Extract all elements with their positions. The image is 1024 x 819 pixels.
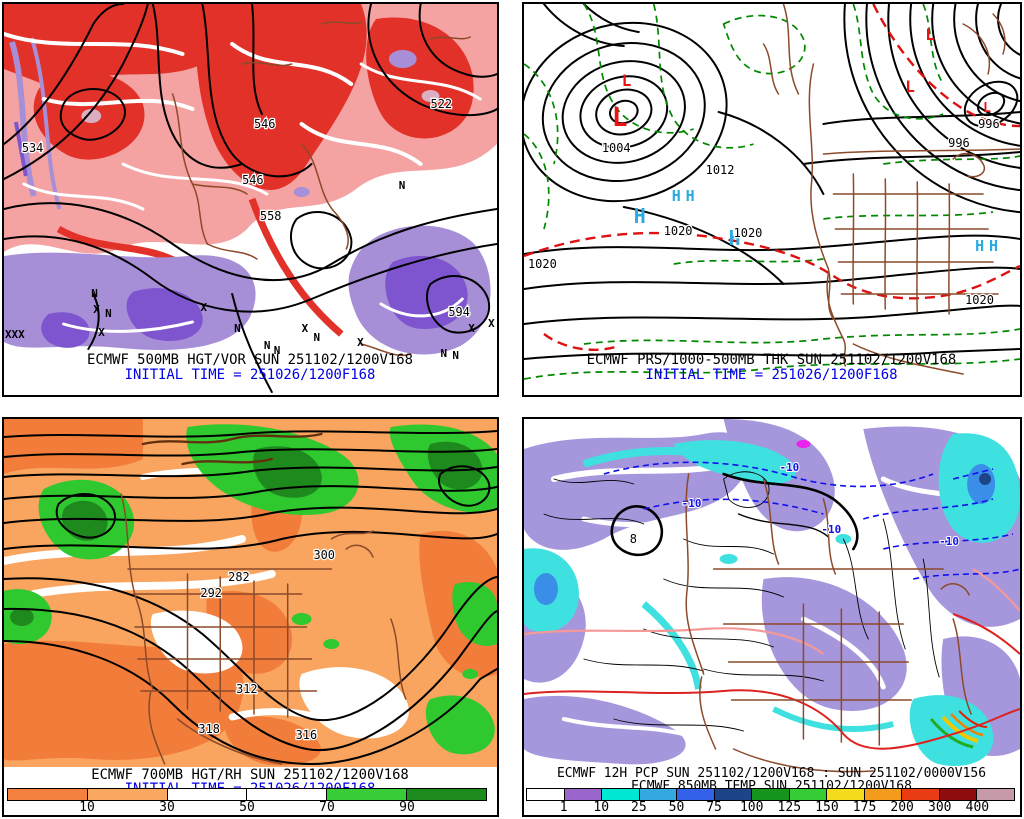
vort-marker: N bbox=[264, 339, 271, 352]
height-contour-labels: 534 546 546 558 594 522 bbox=[21, 96, 472, 321]
panel-caption: ECMWF 700MB HGT/RH SUN 251102/1200V168 bbox=[91, 767, 409, 783]
temp-contours-warm bbox=[524, 568, 1020, 750]
panel-prs-thickness: L L L L L H H H H H H 1004 1012 1020 102… bbox=[522, 2, 1022, 397]
high-symbol: H bbox=[729, 226, 741, 250]
contour-label: 292 bbox=[200, 586, 221, 600]
pcp-colorbar: 1 10 25 50 75 100 125 150 175 200 300 400 bbox=[526, 788, 1015, 815]
temp-contours-thin bbox=[543, 471, 940, 732]
precip-shading bbox=[524, 419, 1020, 766]
temp-label: -10 bbox=[821, 523, 841, 536]
panel-caption: ECMWF 500MB HGT/VOR SUN 251102/1200V168 bbox=[87, 352, 413, 368]
low-symbol: L bbox=[612, 103, 628, 133]
panel-init-time: INITIAL TIME = 251026/1200F168 bbox=[645, 367, 897, 383]
panel-500mb-hgt-vor: 534 546 546 558 594 522 XXX X X X X X X … bbox=[2, 2, 499, 397]
high-symbol: H bbox=[672, 187, 681, 205]
vort-marker: N bbox=[105, 307, 112, 320]
isobar-labels: 1004 1012 1020 1020 1020 1020 996 996 bbox=[527, 116, 1001, 309]
vort-marker: X bbox=[488, 317, 495, 330]
map-700mb-hgt-rh: 282 292 300 312 316 318 ECMWF 700MB HGT/… bbox=[4, 419, 497, 815]
contour-label: 546 bbox=[242, 173, 263, 187]
temp-labels: -10 -10 -10 -10 8 bbox=[629, 460, 960, 549]
panel-caption: ECMWF PRS/1000-500MB THK SUN 251102/1200… bbox=[587, 352, 957, 368]
isobar-label: 1020 bbox=[528, 257, 557, 271]
vort-marker: X bbox=[200, 301, 207, 314]
temp-label: -10 bbox=[779, 461, 799, 474]
rh-colorbar: 10 30 50 70 90 bbox=[7, 788, 487, 815]
isobar-label: 1020 bbox=[965, 293, 994, 307]
pressure-center-symbols: L L L L L H H H H H H bbox=[612, 25, 998, 255]
contour-label: 522 bbox=[431, 97, 452, 111]
panel-init-time: INITIAL TIME = 251026/1200F168 bbox=[125, 367, 376, 383]
isobar-label: 1020 bbox=[734, 226, 763, 240]
thickness-contour-red-540 bbox=[524, 4, 1020, 351]
low-symbol: L bbox=[925, 25, 935, 44]
panel-pcp-850temp: -10 -10 -10 -10 8 ECMWF 12H PCP SUN 2511… bbox=[522, 417, 1022, 817]
high-symbol: H bbox=[686, 187, 695, 205]
contour-label: 8 bbox=[630, 532, 637, 546]
contour-label: 300 bbox=[313, 548, 334, 562]
vort-marker: N bbox=[234, 322, 241, 335]
map-pcp-850temp: -10 -10 -10 -10 8 ECMWF 12H PCP SUN 2511… bbox=[524, 419, 1020, 815]
vorticity-shading-red bbox=[4, 4, 497, 345]
vort-marker: N bbox=[91, 287, 98, 300]
high-symbol: H bbox=[989, 237, 998, 255]
coastlines-borders bbox=[685, 473, 972, 773]
contour-label: 546 bbox=[254, 117, 275, 131]
isobar-label: 1020 bbox=[664, 224, 693, 238]
low-symbol: L bbox=[622, 71, 632, 90]
isobar-label: 996 bbox=[948, 136, 970, 150]
height-contours bbox=[4, 4, 497, 393]
vort-marker: X bbox=[302, 322, 309, 335]
vort-marker: X bbox=[98, 326, 105, 339]
shading-texture bbox=[4, 32, 492, 333]
high-symbol: H bbox=[634, 204, 646, 228]
contour-label: 316 bbox=[296, 728, 317, 742]
contour-label: 594 bbox=[448, 305, 469, 319]
state-borders bbox=[762, 4, 1020, 375]
isobar-contours bbox=[524, 4, 1020, 360]
low-symbol: L bbox=[983, 101, 991, 116]
vort-marker: N bbox=[274, 344, 281, 357]
high-symbol: H bbox=[975, 237, 984, 255]
height-contour-labels: 282 292 300 312 316 318 bbox=[197, 547, 336, 744]
vort-marker: X bbox=[357, 336, 364, 349]
coastlines bbox=[171, 21, 471, 356]
rh-shading bbox=[4, 419, 497, 767]
contour-label: 312 bbox=[236, 682, 257, 696]
vort-marker: X bbox=[93, 303, 100, 316]
map-500mb-hgt-vor: 534 546 546 558 594 522 XXX X X X X X X … bbox=[4, 4, 497, 395]
panel-700mb-hgt-rh: 282 292 300 312 316 318 ECMWF 700MB HGT/… bbox=[2, 417, 499, 817]
isobar-label: 1004 bbox=[602, 141, 631, 155]
contour-label: 318 bbox=[198, 722, 219, 736]
contour-label: 534 bbox=[22, 141, 43, 155]
vort-marker: N bbox=[399, 179, 406, 192]
panel-caption-line1: ECMWF 12H PCP SUN 251102/1200V168 : SUN … bbox=[557, 766, 986, 781]
height-contours bbox=[4, 430, 497, 766]
isobar-label: 996 bbox=[978, 117, 1000, 131]
temp-contours-blue-dashed bbox=[603, 461, 1020, 580]
temp-label: -10 bbox=[939, 535, 959, 548]
contour-label: 282 bbox=[228, 570, 249, 584]
contour-label: 558 bbox=[260, 209, 281, 223]
isobar-label: 1012 bbox=[706, 163, 735, 177]
vort-marker: N bbox=[313, 331, 320, 344]
vort-marker: X bbox=[468, 322, 475, 335]
vorticity-extrema-markers: XXX X X X X X X X N N N N N N N N N bbox=[5, 179, 495, 362]
coastlines-borders bbox=[120, 432, 407, 765]
vort-marker: N bbox=[440, 347, 447, 360]
vort-marker: N bbox=[452, 349, 459, 362]
map-prs-thickness: L L L L L H H H H H H 1004 1012 1020 102… bbox=[524, 4, 1020, 395]
vort-min-marker: XXX bbox=[5, 328, 25, 341]
temp-label: -10 bbox=[682, 497, 702, 510]
low-symbol: L bbox=[905, 77, 915, 96]
